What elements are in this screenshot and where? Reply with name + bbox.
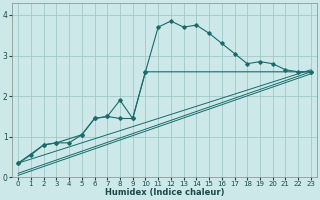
X-axis label: Humidex (Indice chaleur): Humidex (Indice chaleur) [105,188,224,197]
